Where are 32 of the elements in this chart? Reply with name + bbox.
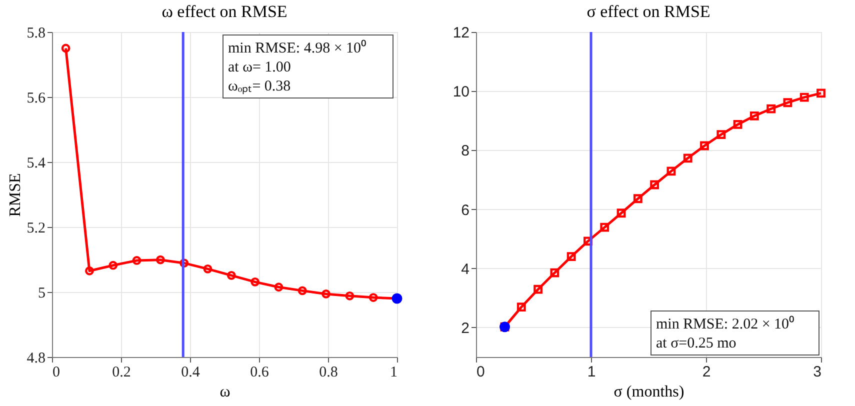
y-axis-title: RMSE: [6, 173, 24, 217]
x-tick-label: 0.4: [181, 364, 200, 380]
y-tick-label: 2: [461, 320, 470, 337]
y-tick-label: 5: [38, 286, 46, 302]
x-axis-title: ω: [220, 384, 230, 400]
x-tick-label: 1: [587, 364, 596, 380]
y-tick-label: 5.4: [26, 156, 46, 172]
chart-title: σ effect on RMSE: [586, 2, 710, 21]
x-tick-label: 1: [390, 364, 398, 380]
x-tick-label: 0.2: [112, 364, 131, 380]
annotation: ωₒₚₜ= 0.38: [228, 78, 291, 94]
y-tick-label: 5.8: [26, 26, 46, 42]
x-tick-label: 0: [52, 364, 60, 380]
annotation: at ω= 1.00: [228, 60, 291, 76]
x-axis-title: σ (months): [614, 384, 684, 400]
y-tick-label: 4.8: [26, 350, 46, 366]
x-tick-label: 3: [813, 364, 822, 380]
x-tick-label: 0.8: [319, 364, 338, 380]
y-tick-label: 5.6: [26, 90, 46, 106]
y-tick-label: 4: [461, 260, 470, 278]
y-tick-label: 5.2: [26, 220, 46, 236]
y-tick-label: 10: [452, 84, 470, 101]
chart-title: ω effect on RMSE: [162, 2, 288, 21]
x-tick-label: 0: [476, 364, 485, 380]
y-tick-label: 6: [461, 202, 470, 219]
x-tick-label: 0.6: [250, 364, 270, 380]
x-tick-label: 2: [702, 364, 711, 380]
annotation: min RMSE: 4.98 × 10⁰: [228, 40, 366, 56]
y-tick-label: 12: [452, 24, 470, 42]
y-tick-label: 8: [461, 142, 470, 160]
annotation: at σ=0.25 mo: [656, 336, 736, 352]
annotation: min RMSE: 2.02 × 10⁰: [656, 316, 794, 332]
